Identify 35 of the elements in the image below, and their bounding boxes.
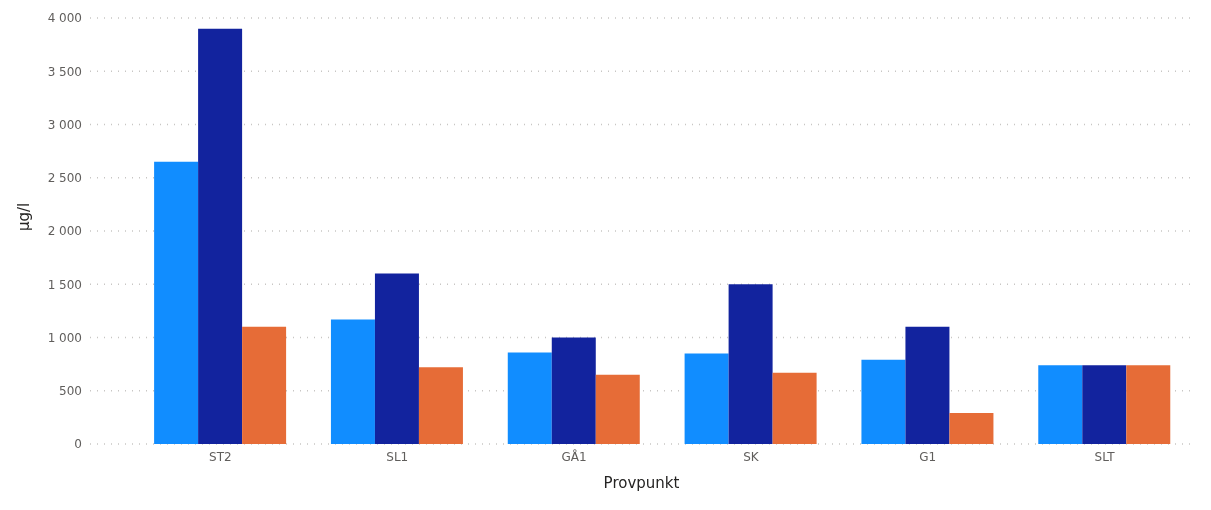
bar: [861, 359, 906, 444]
bar: [1126, 365, 1171, 444]
x-axis-title: Provpunkt: [603, 474, 680, 492]
bar: [949, 413, 994, 444]
bar: [1082, 365, 1127, 444]
bar: [905, 326, 950, 444]
y-tick-label: 1 500: [47, 277, 82, 292]
x-tick-label: GÅ1: [561, 448, 587, 464]
y-tick-label: 2 000: [47, 224, 82, 239]
y-tick-label: 3 500: [47, 64, 82, 79]
y-tick-label: 4 000: [47, 11, 82, 26]
bar: [374, 273, 419, 444]
y-axis-title: µg/l: [15, 202, 34, 231]
bar: [684, 353, 729, 444]
bar: [1038, 365, 1083, 444]
bar: [551, 337, 596, 444]
x-tick-label: G1: [919, 449, 937, 464]
bar: [772, 372, 817, 444]
x-tick-label: SLT: [1094, 449, 1116, 464]
x-tick-label: SK: [743, 449, 760, 464]
y-tick-label: 3 000: [47, 117, 82, 132]
x-tick-label: ST2: [209, 449, 232, 464]
bar: [595, 374, 640, 444]
y-tick-label: 2 500: [47, 171, 82, 186]
bar: [728, 284, 773, 444]
bar: [507, 352, 552, 444]
bar: [242, 326, 287, 444]
x-tick-label: SL1: [386, 449, 409, 464]
y-tick-label: 1 000: [47, 330, 82, 345]
bar: [154, 161, 199, 444]
bar: [198, 28, 243, 444]
y-tick-label: 500: [59, 384, 82, 399]
y-tick-label: 0: [74, 437, 82, 452]
bar: [418, 367, 463, 444]
bar: [330, 319, 375, 444]
